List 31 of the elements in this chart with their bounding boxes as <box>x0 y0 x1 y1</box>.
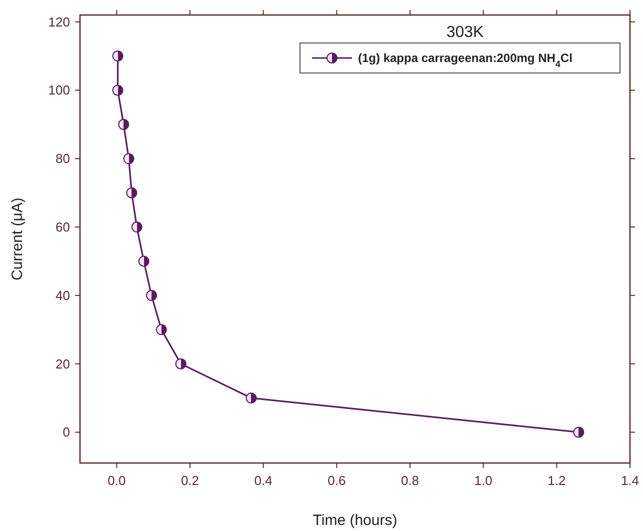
text: 303K <box>446 24 484 41</box>
x-tick-label: 0.2 <box>180 473 200 488</box>
point <box>573 426 584 438</box>
point <box>146 290 157 301</box>
point <box>112 50 124 62</box>
legend-label: (1g) kappa carrageenan:200mg NH$_{4}$Cl <box>358 51 572 69</box>
y-tick-label: 40 <box>56 288 70 303</box>
y-tick-label: 100 <box>48 82 70 98</box>
y-tick-label: 20 <box>56 356 70 372</box>
point <box>118 118 130 130</box>
y-axis-title: Current (μA) <box>9 198 26 280</box>
y-tick-label: 80 <box>56 151 70 166</box>
x-tick-label: 1.2 <box>548 473 566 488</box>
y-tick-label: 120 <box>48 14 70 30</box>
point <box>156 324 167 336</box>
x-tick-label: 0.0 <box>108 473 126 488</box>
y-tick-label: 60 <box>56 220 70 235</box>
point <box>138 256 150 267</box>
y-tick-label: 0 <box>62 424 70 440</box>
point <box>126 187 138 198</box>
x-tick-label: 0.6 <box>328 473 346 488</box>
point <box>112 84 124 96</box>
point <box>246 392 257 404</box>
point <box>123 153 134 164</box>
x-axis-title: Time (hours) <box>312 512 398 529</box>
point <box>175 358 186 370</box>
x-tick-label: 0.8 <box>400 473 420 488</box>
x-tick-label: 1.4 <box>620 473 640 488</box>
point <box>131 222 142 233</box>
x-tick-label: 1.0 <box>474 473 492 488</box>
x-tick-label: 0.4 <box>254 473 272 488</box>
